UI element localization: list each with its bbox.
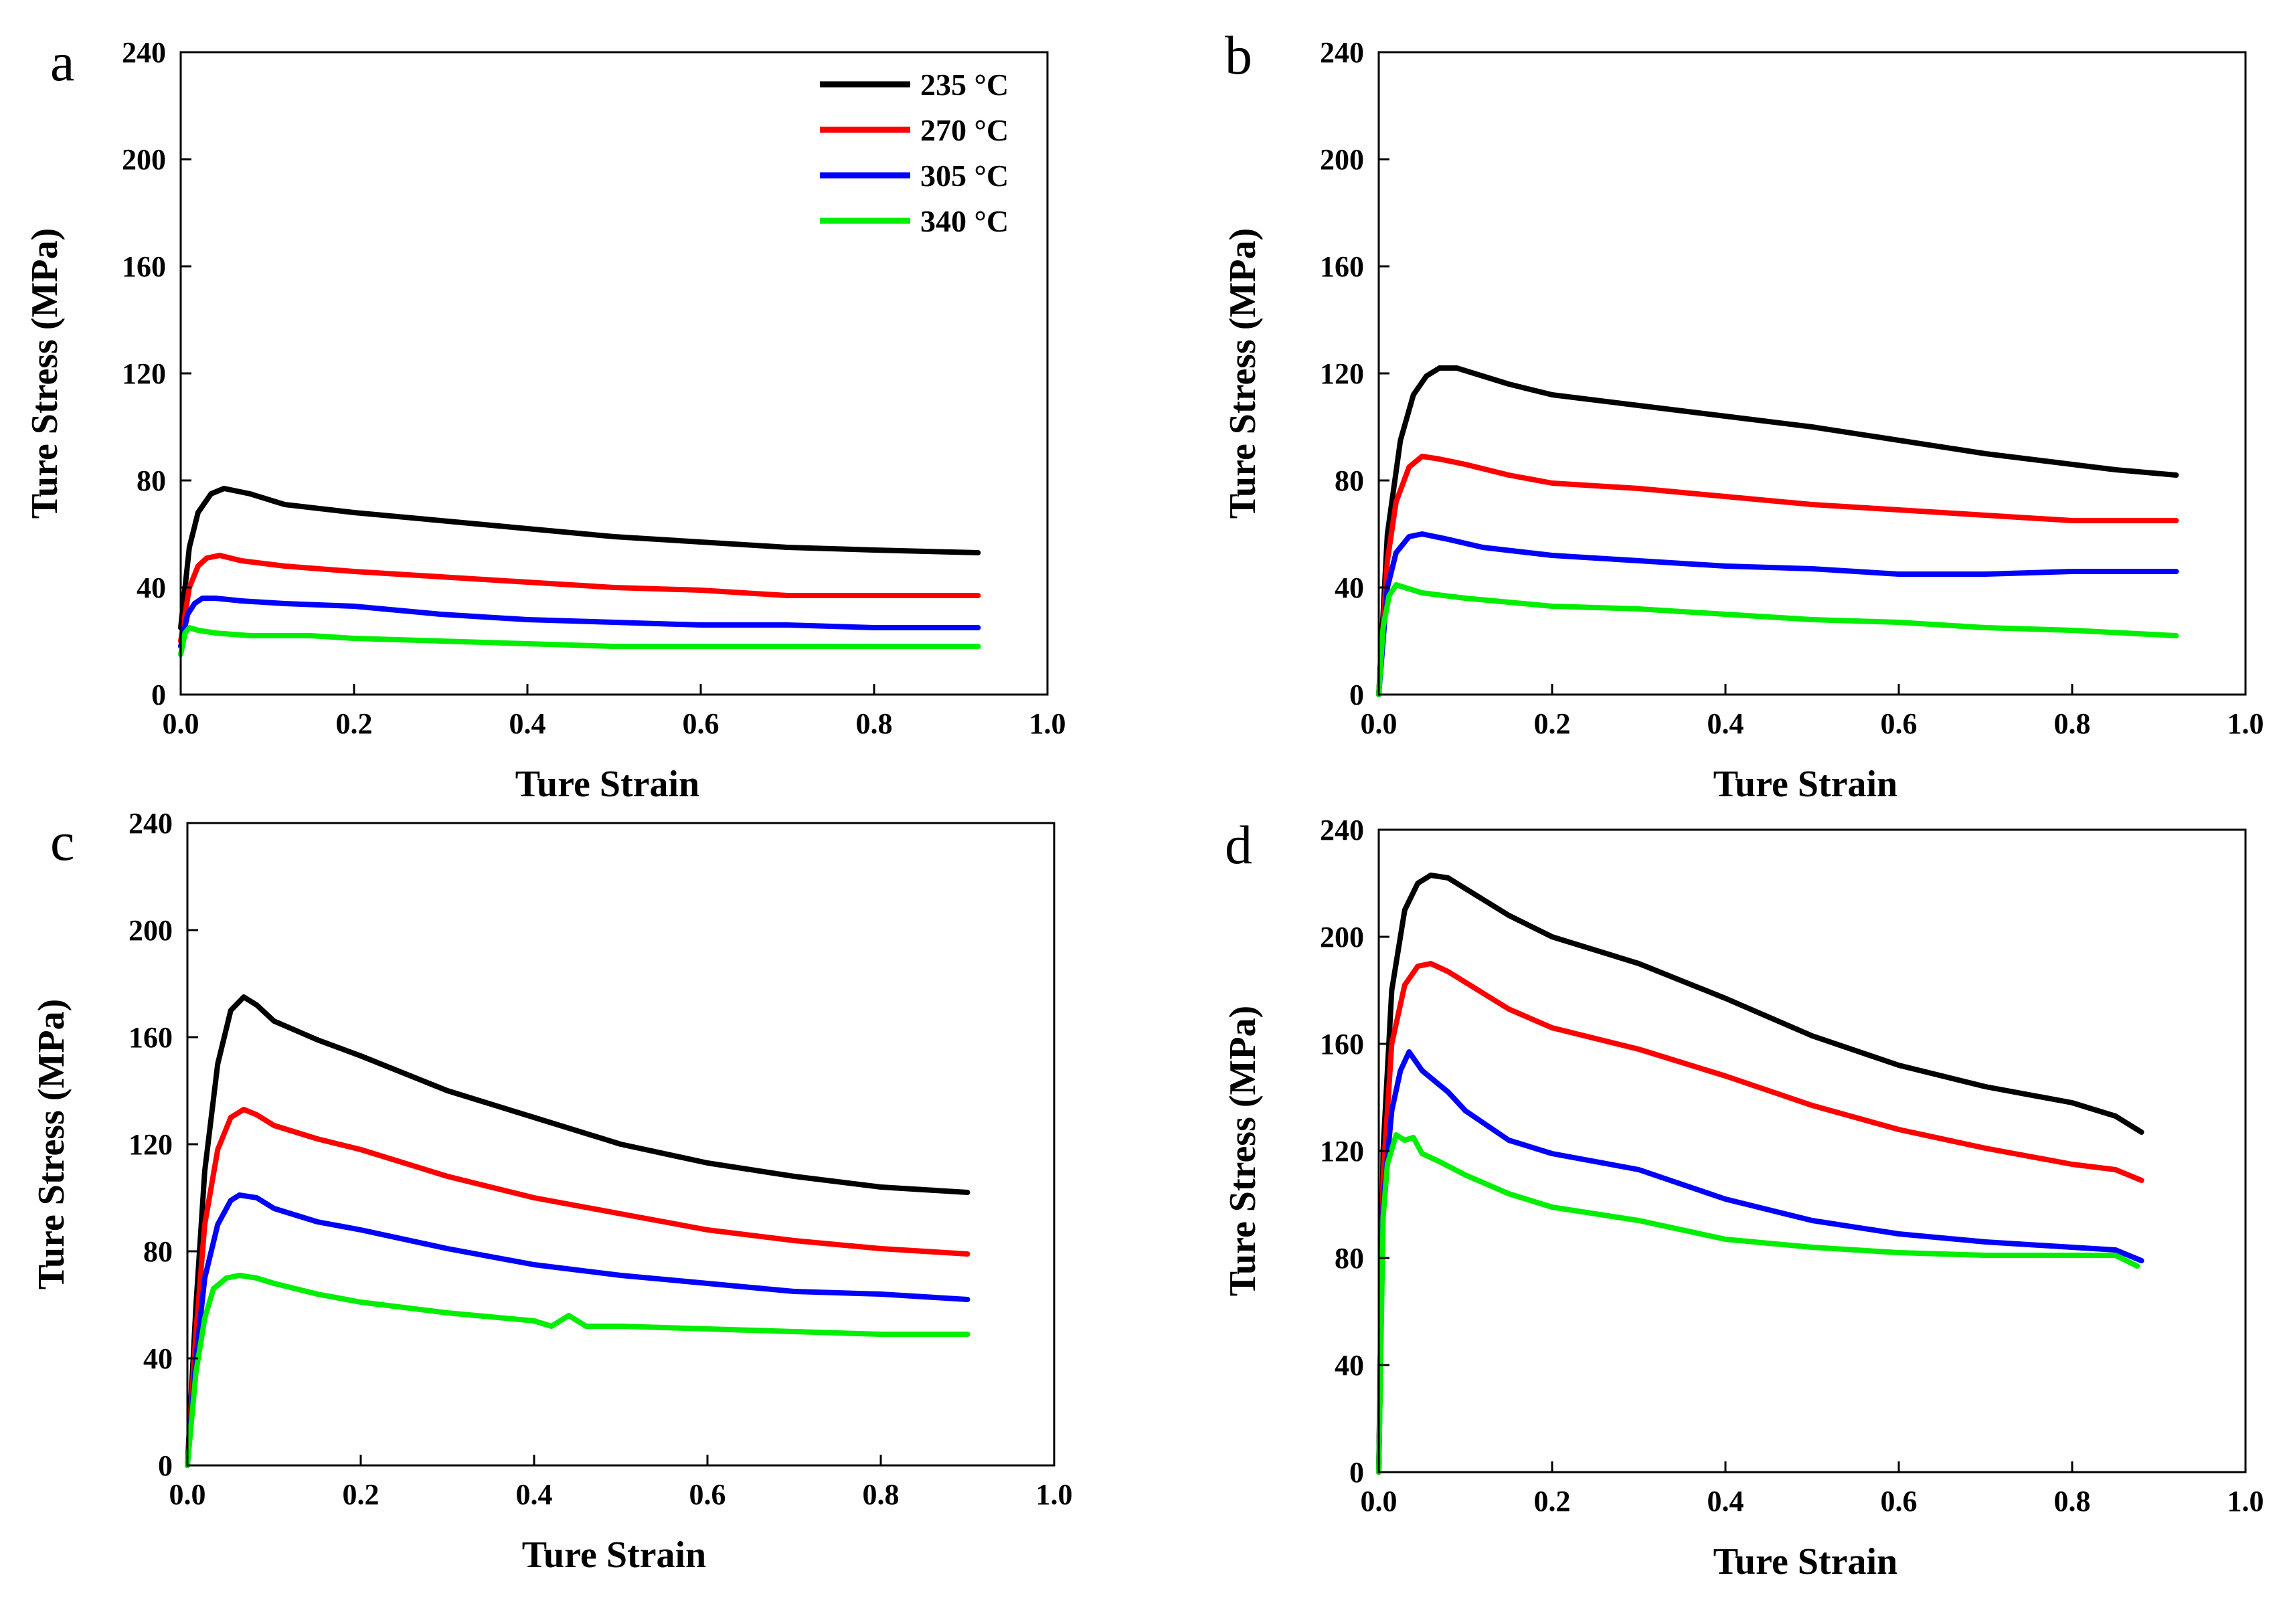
x-tick-label: 0.0 <box>169 1478 206 1511</box>
y-tick-label: 240 <box>1320 814 1364 846</box>
y-tick-label: 80 <box>137 464 166 497</box>
x-tick-label: 0.4 <box>509 707 546 740</box>
x-tick-label: 0.6 <box>1881 707 1918 740</box>
legend-label: 270 °C <box>920 113 1009 147</box>
chart-panel-d: d 0 40 80 120 160 200 240 0.0 0.2 0.4 0.6 0.8 1.0 Ture… <box>1222 814 2264 1583</box>
series-line-235c <box>1376 873 2144 1475</box>
y-tick-label: 80 <box>143 1235 173 1268</box>
x-axis-title: Ture Strain <box>515 763 699 805</box>
series-line-270c <box>1376 961 2144 1475</box>
y-tick-label: 240 <box>129 807 173 840</box>
series-line-305c <box>178 596 981 649</box>
x-tick-label: 0.2 <box>343 1478 379 1511</box>
y-tick-label: 0 <box>158 1449 173 1482</box>
panel-letter: b <box>1225 25 1252 86</box>
series-line-340c <box>185 1273 970 1468</box>
chart-panel-a: a 0 40 80 120 160 200 240 0.0 0.2 0.4 0.6 0.8 1.0 Ture… <box>24 31 1066 805</box>
y-axis-title: Ture Stress (MPa) <box>1222 228 1264 519</box>
x-tick-label: 1.0 <box>1036 1478 1073 1511</box>
y-tick-label: 40 <box>143 1342 173 1375</box>
x-tick-label: 0.8 <box>863 1478 900 1511</box>
y-tick-label: 120 <box>129 1128 173 1161</box>
y-tick-label: 120 <box>1320 357 1364 390</box>
chart-panel-b: b 0 40 80 120 160 200 240 0.0 0.2 0.4 0.6 0.8 1.0 Ture… <box>1222 25 2264 805</box>
y-tick-label: 0 <box>151 679 166 711</box>
x-tick-label: 0.2 <box>1534 707 1571 740</box>
series-line-235c <box>185 994 970 1468</box>
series-line-235c <box>1376 365 2179 697</box>
legend-label: 235 °C <box>920 68 1009 102</box>
x-tick-label: 0.8 <box>2054 1485 2091 1518</box>
chart-panel-c: c 0 40 80 120 160 200 240 0.0 0.2 0.4 0.6 0.8 1.0 Ture… <box>31 807 1073 1576</box>
x-axis-title: Ture Strain <box>522 1534 706 1576</box>
x-tick-label: 0.8 <box>2054 707 2091 740</box>
series-line-340c <box>1376 582 2179 697</box>
x-tick-label: 1.0 <box>2227 707 2264 740</box>
y-tick-label: 80 <box>1335 464 1364 497</box>
series-line-340c <box>178 625 981 657</box>
x-tick-label: 0.6 <box>689 1478 726 1511</box>
series-line-305c <box>185 1192 970 1468</box>
y-tick-label: 240 <box>1320 36 1364 69</box>
x-tick-label: 0.0 <box>1361 1485 1397 1518</box>
y-tick-label: 120 <box>1320 1135 1364 1168</box>
y-tick-label: 160 <box>1320 250 1364 283</box>
series-line-270c <box>178 553 981 644</box>
y-axis-title: Ture Stress (MPa) <box>1222 1006 1264 1297</box>
series-line-340c <box>1376 1132 2140 1475</box>
y-axis-title: Ture Stress (MPa) <box>31 999 72 1290</box>
panel-letter: a <box>50 31 74 92</box>
x-axis-title: Ture Strain <box>1713 763 1897 805</box>
y-tick-label: 0 <box>1349 1456 1364 1489</box>
y-tick-label: 200 <box>1320 143 1364 176</box>
y-tick-label: 80 <box>1335 1242 1364 1275</box>
panel-letter: d <box>1225 814 1252 875</box>
x-tick-label: 0.2 <box>1534 1485 1571 1518</box>
legend-label: 340 °C <box>920 204 1009 238</box>
legend: 235 °C 270 °C 305 °C 340 °C <box>820 68 1009 238</box>
x-tick-label: 0.4 <box>1707 1485 1744 1518</box>
series-line-235c <box>178 486 981 630</box>
x-tick-label: 0.6 <box>683 707 719 740</box>
x-tick-label: 1.0 <box>2227 1485 2264 1518</box>
x-tick-label: 0.6 <box>1881 1485 1918 1518</box>
series-line-305c <box>1376 531 2179 697</box>
y-tick-label: 160 <box>122 250 166 283</box>
y-tick-label: 240 <box>122 36 166 69</box>
series-line-270c <box>1376 454 2179 697</box>
x-tick-label: 0.0 <box>163 707 199 740</box>
y-tick-label: 40 <box>1335 571 1364 604</box>
x-axis-title: Ture Strain <box>1713 1541 1897 1583</box>
x-tick-label: 1.0 <box>1029 707 1066 740</box>
x-tick-label: 0.4 <box>516 1478 553 1511</box>
x-tick-label: 0.0 <box>1361 707 1397 740</box>
series-line-305c <box>1376 1049 2144 1475</box>
y-tick-label: 40 <box>137 571 166 604</box>
legend-label: 305 °C <box>920 159 1009 193</box>
y-tick-label: 200 <box>1320 921 1364 954</box>
x-tick-label: 0.2 <box>336 707 373 740</box>
x-tick-label: 0.8 <box>856 707 893 740</box>
panel-letter: c <box>50 811 74 872</box>
y-tick-label: 0 <box>1349 679 1364 711</box>
y-tick-label: 200 <box>122 143 166 176</box>
y-axis-title: Ture Stress (MPa) <box>24 228 66 519</box>
y-tick-label: 120 <box>122 357 166 390</box>
x-tick-label: 0.4 <box>1707 707 1744 740</box>
series-line-270c <box>185 1107 970 1468</box>
y-tick-label: 160 <box>1320 1028 1364 1061</box>
y-tick-label: 200 <box>129 914 173 947</box>
y-tick-label: 40 <box>1335 1349 1364 1382</box>
y-tick-label: 160 <box>129 1021 173 1054</box>
